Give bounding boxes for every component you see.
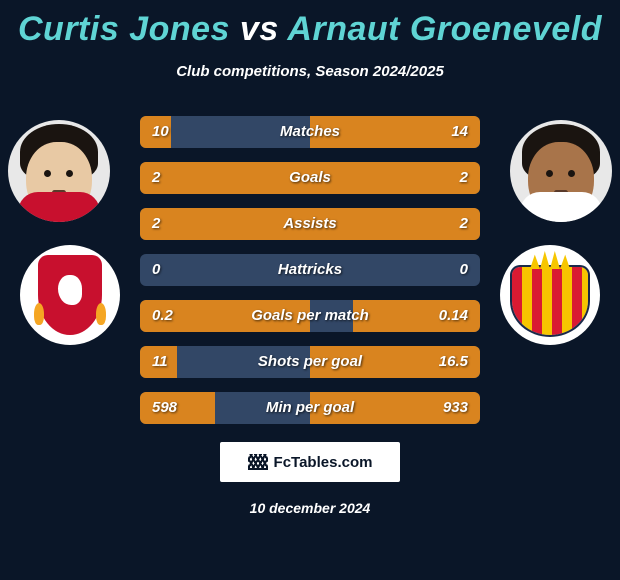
brand-badge: FcTables.com bbox=[220, 442, 400, 482]
stat-row: 598933Min per goal bbox=[140, 392, 480, 424]
club1-crest bbox=[20, 245, 120, 345]
stat-row: 1014Matches bbox=[140, 116, 480, 148]
player2-jersey bbox=[520, 192, 602, 222]
stat-row: 0.20.14Goals per match bbox=[140, 300, 480, 332]
brand-text: FcTables.com bbox=[274, 454, 373, 471]
stat-label: Hattricks bbox=[140, 254, 480, 286]
stat-row: 1116.5Shots per goal bbox=[140, 346, 480, 378]
stat-label: Goals per match bbox=[140, 300, 480, 332]
player1-jersey bbox=[18, 192, 100, 222]
stat-label: Matches bbox=[140, 116, 480, 148]
subtitle: Club competitions, Season 2024/2025 bbox=[0, 63, 620, 80]
comparison-title: Curtis Jones vs Arnaut Groeneveld bbox=[0, 0, 620, 49]
player1-name: Curtis Jones bbox=[18, 10, 230, 48]
player2-name: Arnaut Groeneveld bbox=[287, 10, 602, 48]
stat-label: Assists bbox=[140, 208, 480, 240]
player1-avatar bbox=[8, 120, 110, 222]
stat-label: Goals bbox=[140, 162, 480, 194]
comparison-body: 1014Matches 22Goals 22Assists 00Hattricks 0.… bbox=[0, 110, 620, 424]
stat-bars: 1014Matches 22Goals 22Assists 00Hattricks 0.… bbox=[140, 110, 480, 424]
vs-text: vs bbox=[240, 10, 279, 48]
brand-logo-icon bbox=[248, 454, 268, 470]
stat-row: 00Hattricks bbox=[140, 254, 480, 286]
club2-crest bbox=[500, 245, 600, 345]
stat-row: 22Assists bbox=[140, 208, 480, 240]
stat-row: 22Goals bbox=[140, 162, 480, 194]
date-text: 10 december 2024 bbox=[0, 500, 620, 516]
stat-label: Min per goal bbox=[140, 392, 480, 424]
stat-label: Shots per goal bbox=[140, 346, 480, 378]
player2-avatar bbox=[510, 120, 612, 222]
